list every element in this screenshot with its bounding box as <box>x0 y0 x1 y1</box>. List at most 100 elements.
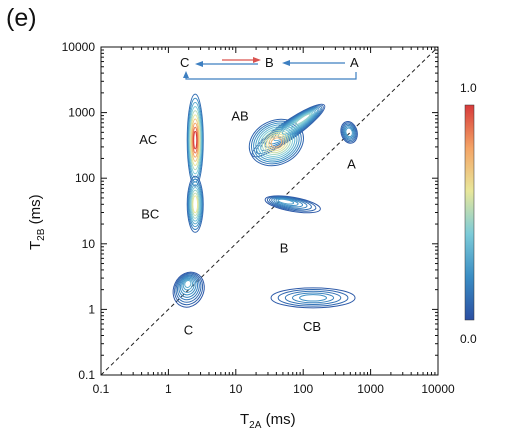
contour-bc <box>189 184 202 225</box>
contour-ac <box>188 101 203 179</box>
contour-a <box>345 127 353 138</box>
x-tick-label: 1 <box>165 382 172 396</box>
contour-bc <box>190 189 200 219</box>
tick-labels: 0.10.1 1 1 10 10 100 100 1000 1000 10000 10000 <box>62 40 455 396</box>
contour-c <box>175 273 202 303</box>
contour-cb <box>270 287 356 309</box>
peak-label-ab: AB <box>231 109 248 124</box>
contour-bc <box>187 178 203 231</box>
y-axis-title: T2B (ms) <box>27 194 47 250</box>
contour-b <box>269 196 312 211</box>
contour-ab-tail <box>281 110 315 135</box>
x-tick-label: 0.1 <box>93 382 110 396</box>
y-tick-label: 10 <box>82 237 96 251</box>
contour-b <box>275 198 299 206</box>
contour-ac <box>189 110 201 171</box>
contour-bc <box>191 192 199 217</box>
contour-ab <box>261 129 291 156</box>
contour-ac <box>192 126 198 154</box>
contour-ab <box>266 133 287 152</box>
exchange-schematic: C B A <box>180 55 359 80</box>
peak-a <box>340 121 358 144</box>
peak-cb <box>270 287 356 309</box>
peak-label-bc: BC <box>141 206 159 221</box>
contour-ab <box>257 126 296 159</box>
peak-ac <box>186 93 204 187</box>
contour-a <box>344 126 354 139</box>
schematic-node-b: B <box>265 55 274 70</box>
contour-cb <box>284 290 342 305</box>
contour-ac <box>191 118 200 162</box>
peak-bc <box>186 175 204 233</box>
contour-ab-tail <box>277 109 317 138</box>
contour-c <box>181 277 195 293</box>
contour-ac <box>188 106 202 175</box>
schematic-node-a: A <box>350 55 359 70</box>
contour-ab <box>268 135 285 150</box>
peak-label-cb: CB <box>303 319 321 334</box>
contour-bc <box>189 187 201 222</box>
contour-ab-tail <box>268 107 320 145</box>
peaks-layer <box>172 93 358 309</box>
plot-frame <box>100 46 439 376</box>
contour-a <box>340 121 358 144</box>
contour-a <box>341 122 357 143</box>
y-tick-label: 1 <box>88 302 95 316</box>
y-tick-label: 1000 <box>68 106 95 120</box>
colorbar-max-label: 1.0 <box>460 81 477 95</box>
contour-c <box>172 271 205 308</box>
contour-ab-tail <box>273 108 318 142</box>
contour-b <box>271 197 308 209</box>
panel-label: (e) <box>6 4 37 32</box>
y-tick-label: 10000 <box>62 40 96 54</box>
schematic-node-c: C <box>180 55 189 70</box>
x-axis-title: T2A (ms) <box>240 411 296 431</box>
peak-label-b: B <box>280 240 289 255</box>
arrow-a-to-b-head <box>282 60 290 66</box>
axis-ticks <box>100 46 439 376</box>
arrow-b-to-c-head <box>195 61 203 67</box>
diagonal-line <box>100 46 439 376</box>
contour-ac <box>193 130 198 150</box>
contour-ab-tail <box>295 113 311 126</box>
colorbar <box>464 104 475 321</box>
x-tick-label: 1000 <box>357 382 384 396</box>
contour-ab-tail <box>290 112 312 129</box>
contour-ac <box>191 122 199 158</box>
contour-a <box>342 123 356 142</box>
y-tick-label: 100 <box>75 171 95 185</box>
contour-c <box>182 278 194 291</box>
contour-c <box>179 276 197 296</box>
colorbar-min-label: 0.0 <box>460 332 477 346</box>
contour-ab <box>270 137 283 148</box>
x-tick-label: 10000 <box>421 382 455 396</box>
peak-c <box>172 271 205 308</box>
contour-c <box>178 275 199 298</box>
contour-ab-tail <box>286 111 314 132</box>
contour-ac <box>186 93 204 187</box>
x-tick-label: 10 <box>229 382 243 396</box>
contour-a <box>343 124 355 140</box>
contour-cb <box>299 294 327 302</box>
contour-c <box>176 274 200 301</box>
contour-ab <box>263 131 289 154</box>
contour-ab <box>259 128 294 157</box>
y-tick-label: 0.1 <box>78 368 95 382</box>
arrow-c-to-b-head <box>253 57 261 63</box>
arrow-a-to-c-head <box>183 71 189 78</box>
arrow-a-to-c-bracket <box>185 72 357 80</box>
contour-cb <box>277 289 349 307</box>
peak-label-c: C <box>184 323 193 338</box>
peak-label-ac: AC <box>139 132 157 147</box>
contour-b <box>277 198 295 205</box>
contour-b <box>266 195 317 212</box>
peak-ab <box>248 103 326 167</box>
contour-cb <box>291 292 335 304</box>
contour-c <box>174 272 204 306</box>
contour-b <box>273 197 304 208</box>
x-tick-label: 100 <box>293 382 313 396</box>
peak-label-a: A <box>347 156 356 171</box>
contour-ab-tail <box>264 106 321 148</box>
